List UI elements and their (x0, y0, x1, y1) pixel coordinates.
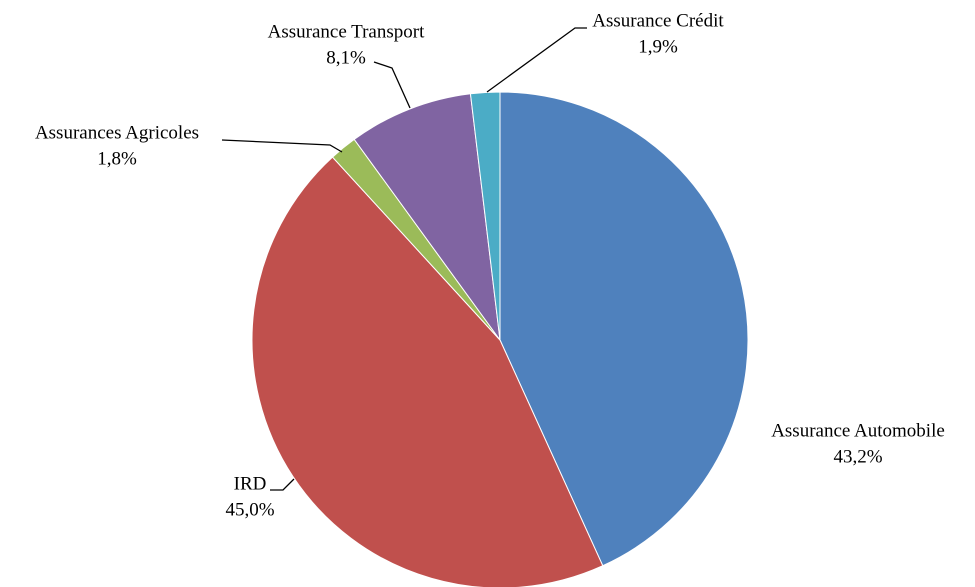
slice-value: 8,1% (326, 47, 366, 68)
leader-line (221, 139, 343, 153)
leader-line (486, 27, 587, 93)
slice-label: Assurances Agricoles (35, 122, 199, 143)
slice-value: 45,0% (225, 499, 274, 520)
pie-slice (353, 93, 501, 342)
pie-slice (251, 156, 604, 587)
leader-line (373, 61, 411, 109)
slice-value: 1,8% (97, 148, 137, 169)
pie-slice (499, 91, 749, 567)
slice-label: Assurance Automobile (771, 420, 945, 441)
slice-label: Assurance Transport (268, 21, 425, 42)
pie-slice (469, 91, 501, 341)
slice-value: 1,9% (638, 36, 678, 57)
slice-label: Assurance Crédit (592, 10, 724, 31)
leader-line (270, 478, 295, 491)
slice-label: IRD (234, 473, 267, 494)
slice-value: 43,2% (833, 446, 882, 467)
